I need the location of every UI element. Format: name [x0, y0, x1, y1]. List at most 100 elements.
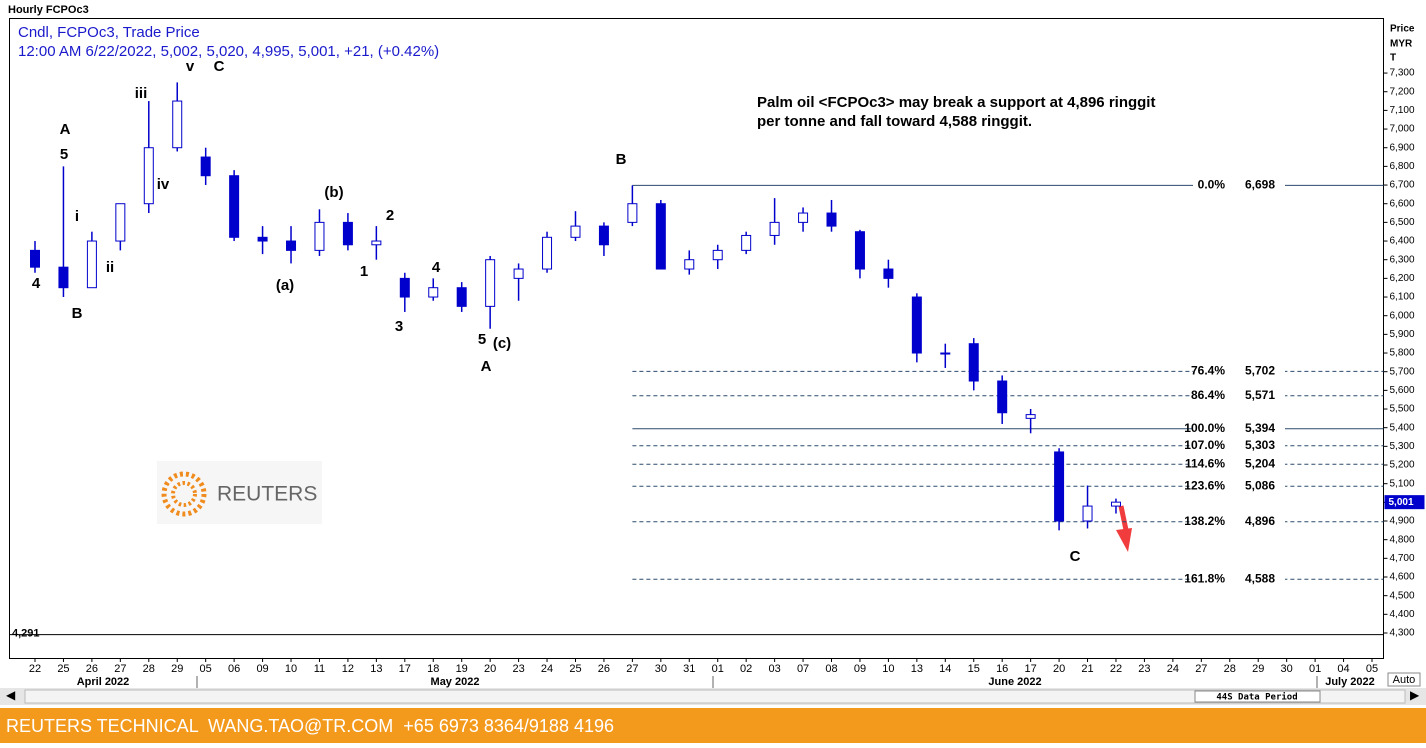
- x-tick-label: 09: [854, 663, 866, 675]
- fib-label-bg: [1193, 514, 1285, 529]
- candle-body: [143, 147, 154, 205]
- y-tick-label: 4,500: [1390, 590, 1415, 601]
- x-tick-label: 01: [1309, 663, 1321, 675]
- fib-label-bg: [1193, 457, 1285, 472]
- y-tick-label: 5,400: [1390, 422, 1415, 433]
- scroll-thumb[interactable]: [24, 689, 1406, 704]
- x-tick-label: 30: [655, 663, 667, 675]
- x-tick-label: 26: [598, 663, 610, 675]
- month-label: June 2022: [988, 676, 1041, 688]
- fib-value: 6,698: [1245, 178, 1275, 192]
- x-tick-label: 02: [740, 663, 752, 675]
- subtitle: Cndl, FCPOc3, Trade Price: [18, 24, 200, 41]
- y-tick-label: 7,000: [1390, 124, 1415, 135]
- auto-button-label[interactable]: Auto: [1393, 674, 1416, 686]
- candle-body: [542, 236, 553, 270]
- candle-body: [968, 343, 979, 382]
- x-tick-label: 11: [314, 663, 325, 675]
- x-tick-label: 03: [768, 663, 780, 675]
- y-tick-label: 5,800: [1390, 348, 1415, 359]
- logo-text: REUTERS: [217, 483, 317, 506]
- x-tick-label: 05: [1366, 663, 1378, 675]
- wave-label: A: [481, 358, 492, 375]
- chart-title: Hourly FCPOc3: [8, 4, 89, 16]
- fib-pct: 86.4%: [1191, 388, 1225, 402]
- scroll-right[interactable]: ▶: [1410, 688, 1420, 702]
- candle-body: [655, 203, 666, 270]
- x-tick-label: 15: [968, 663, 980, 675]
- auto-button[interactable]: [1387, 672, 1421, 687]
- scroll-left[interactable]: ◀: [6, 688, 16, 702]
- data-period: 44S Data Period: [1216, 692, 1297, 703]
- annotation: per tonne and fall toward 4,588 ringgit.: [757, 113, 1032, 130]
- candle-body: [684, 259, 695, 270]
- x-tick-label: 13: [370, 663, 382, 675]
- candle-body: [570, 225, 581, 238]
- x-tick-label: 05: [200, 663, 212, 675]
- x-tick-label: 13: [911, 663, 923, 675]
- y-tick-label: 4,700: [1390, 553, 1415, 564]
- x-tick-label: 25: [569, 663, 581, 675]
- candle-body: [257, 236, 268, 242]
- candle-body: [172, 100, 183, 149]
- x-tick-label: 21: [1081, 663, 1093, 675]
- fib-pct: 161.8%: [1184, 571, 1225, 585]
- month-label: July 2022: [1325, 676, 1375, 688]
- fib-label-bg: [1193, 388, 1285, 403]
- wave-label: 2: [386, 207, 394, 224]
- x-tick-label: 10: [285, 663, 297, 675]
- x-tick-label: 24: [1167, 663, 1179, 675]
- candle-body: [854, 231, 865, 270]
- candle-body: [371, 240, 382, 246]
- wave-label: 4: [432, 259, 441, 276]
- candle-body: [428, 287, 439, 298]
- candle-body: [286, 240, 297, 251]
- fib-pct: 100.0%: [1184, 421, 1225, 435]
- candle-body: [997, 380, 1008, 414]
- footer-bar: [0, 708, 1426, 743]
- x-tick-label: 20: [484, 663, 496, 675]
- fib-value: 5,204: [1245, 456, 1275, 470]
- wave-label: A: [60, 121, 71, 138]
- x-tick-label: 19: [456, 663, 468, 675]
- footer: REUTERS TECHNICAL WANG.TAO@TR.COM +65 69…: [6, 716, 614, 736]
- x-tick-label: 06: [228, 663, 240, 675]
- data-period-box: [1194, 690, 1321, 703]
- y-tick-label: 6,600: [1390, 198, 1415, 209]
- candle-body: [229, 175, 240, 238]
- y-tick-label: 6,800: [1390, 161, 1415, 172]
- x-tick-label: 01: [712, 663, 724, 675]
- y-tick-label: 6,500: [1390, 217, 1415, 228]
- candle-body: [798, 212, 809, 223]
- fib-label-bg: [1193, 364, 1285, 379]
- candle-body: [200, 156, 211, 177]
- wave-label: 4: [32, 275, 41, 292]
- wave-label: (b): [324, 184, 343, 201]
- wave-label: 5: [60, 146, 68, 163]
- x-tick-label: 07: [797, 663, 809, 675]
- wave-label: v: [186, 58, 195, 75]
- y-tick-label: 4,300: [1390, 628, 1415, 639]
- fib-label-bg: [1193, 178, 1285, 193]
- arrow-head: [1116, 528, 1132, 552]
- y-axis-label: MYR: [1390, 39, 1413, 50]
- y-axis-label: Price: [1390, 24, 1415, 35]
- fib-pct: 76.4%: [1191, 363, 1225, 377]
- x-tick-label: 09: [256, 663, 268, 675]
- y-tick-label: 5,700: [1390, 366, 1415, 377]
- candle-body: [940, 352, 951, 355]
- candle-body: [627, 203, 638, 223]
- fib-value: 5,394: [1245, 421, 1275, 435]
- x-tick-label: 23: [1138, 663, 1150, 675]
- wave-label: (a): [276, 277, 294, 294]
- candle-body: [314, 221, 325, 251]
- x-tick-label: 28: [143, 663, 155, 675]
- wave-label: iv: [157, 176, 170, 193]
- candle-body: [58, 266, 69, 289]
- month-label: April 2022: [77, 676, 130, 688]
- fib-value: 5,571: [1245, 388, 1275, 402]
- candle-body: [485, 259, 496, 307]
- candle-body: [598, 225, 609, 246]
- y-tick-label: 6,200: [1390, 273, 1415, 284]
- month-label: May 2022: [431, 676, 480, 688]
